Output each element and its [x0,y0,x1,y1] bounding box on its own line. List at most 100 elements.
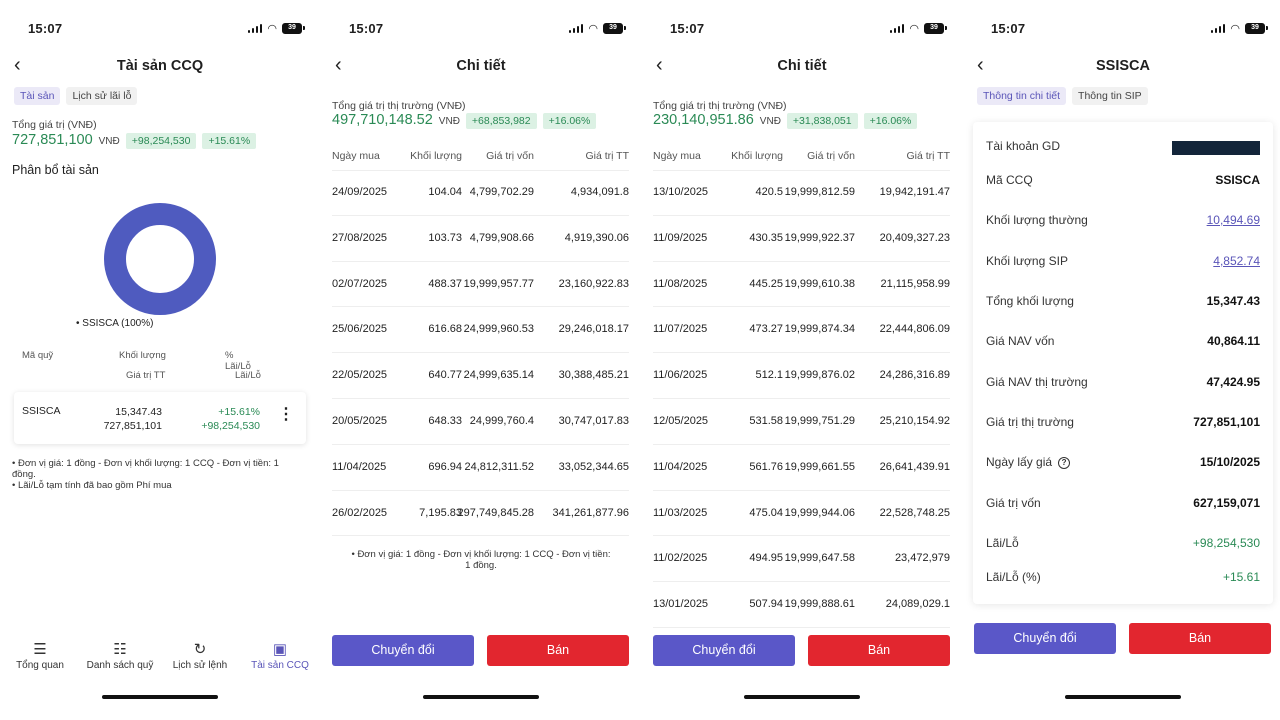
col-market-value: Giá trị TT [585,150,629,162]
holding-code: SSISCA [22,405,61,417]
info-label: Tổng khối lượng [986,294,1074,308]
action-buttons: Chuyển đổi Bán [974,623,1271,654]
gain-pct-badge: +16.06% [863,113,918,129]
convert-button[interactable]: Chuyển đổi [653,635,795,666]
cell-cost: 19,999,661.55 [784,460,855,473]
col-cost-value: Giá trị vốn [486,150,534,162]
home-indicator [423,695,539,699]
total-label: Tổng giá trị thị trường (VNĐ) [332,100,466,112]
info-row: Ngày lấy giá? 15/10/2025 [986,455,1260,471]
convert-button[interactable]: Chuyển đổi [974,623,1116,654]
page-title: Chi tiết [456,58,506,74]
tab-assets[interactable]: Tài sản [14,87,61,105]
cell-date: 13/01/2025 [653,598,709,611]
nav-fund-assets[interactable]: ▣ Tài sản CCQ [240,640,320,680]
sell-button[interactable]: Bán [1129,623,1271,654]
col-volume: Khối lượng [410,150,462,162]
cell-volume: 473.27 [749,323,783,336]
back-chevron-icon[interactable]: ‹ [335,54,342,76]
nav-fund-list[interactable]: ☷ Danh sách quỹ [80,640,160,680]
total-value: 727,851,100 [12,132,93,148]
back-chevron-icon[interactable]: ‹ [656,54,663,76]
cell-cost: 19,999,751.29 [784,414,855,427]
cell-volume: 640.77 [428,369,462,382]
cell-date: 11/09/2025 [653,231,708,244]
sip-volume-link[interactable]: 4,852.74 [1213,254,1260,268]
info-value: 627,159,071 [1193,496,1260,510]
info-tabs: Thông tin chi tiết Thông tin SIP [977,87,1148,105]
cell-cost: 19,999,944.06 [784,506,855,519]
col-volume: Khối lượng [731,150,783,162]
cell-volume: 512.1 [755,369,783,382]
tab-details[interactable]: Thông tin chi tiết [977,87,1067,105]
lots-table: 24/09/2025 104.04 4,799,702.29 4,934,091.8 2… [332,170,629,537]
nav-overview-label: Tổng quan [16,660,64,671]
cell-market: 23,160,922.83 [558,277,629,290]
info-value-gain: +98,254,530 [1192,536,1260,550]
sell-button[interactable]: Bán [487,635,629,666]
info-value-gain-pct: +15.61 [1222,570,1260,584]
convert-button[interactable]: Chuyển đổi [332,635,474,666]
cell-volume: 507.94 [749,598,783,611]
cell-cost: 297,749,845.28 [457,506,534,519]
table-row: 12/05/2025 531.58 19,999,751.29 25,210,154.… [653,399,950,445]
table-row: 02/07/2025 488.37 19,999,957.77 23,160,922.… [332,262,629,308]
info-label: Khối lượng thường [986,213,1088,227]
cell-date: 11/07/2025 [653,323,708,336]
nav-fund-list-label: Danh sách quỹ [86,660,154,671]
page-title: Chi tiết [777,58,827,74]
cell-date: 11/02/2025 [653,552,708,565]
info-label: Lãi/Lỗ [986,536,1019,550]
cell-market: 21,115,958.99 [880,277,950,290]
nav-order-history[interactable]: ↻ Lịch sử lệnh [160,640,240,680]
back-chevron-icon[interactable]: ‹ [14,54,21,76]
info-label: Khối lượng SIP [986,254,1068,268]
tab-pnl-history[interactable]: Lịch sử lãi lỗ [66,87,138,105]
holding-card[interactable]: SSISCA 15,347.43 727,851,101 +15.61% +98… [14,392,306,444]
info-row: Giá trị thị trường 727,851,101 [986,415,1260,431]
table-row: 13/10/2025 420.5 19,999,812.59 19,942,191.4… [653,170,950,216]
signal-icon [568,23,584,33]
info-row-account: Tài khoản GD [986,139,1260,155]
cell-cost: 19,999,812.59 [784,186,855,198]
nav-bar: ‹ Chi tiết [642,55,962,77]
donut-legend: • SSISCA (100%) [76,318,154,329]
cell-market: 33,052,344.65 [558,460,629,473]
wifi-icon: ◠ [588,22,598,35]
back-chevron-icon[interactable]: ‹ [977,54,984,76]
status-indicators: ◠ 39 [1210,22,1268,35]
info-label: Giá NAV thị trường [986,375,1088,389]
cell-volume: 648.33 [428,414,462,427]
wifi-icon: ◠ [267,22,277,35]
col-cost-value: Giá trị vốn [807,150,855,162]
table-row: 24/09/2025 104.04 4,799,702.29 4,934,091.8 [332,170,629,216]
fund-info-card: Tài khoản GD Mã CCQ SSISCA Khối lượng th… [973,122,1273,604]
holding-volume: 15,347.43 [115,406,162,418]
wifi-icon: ◠ [909,22,919,35]
header-volume: Khối lượng [119,350,166,361]
nav-bar: ‹ Chi tiết [321,55,641,77]
cell-volume: 696.94 [428,460,462,473]
cell-market: 24,089,029.1 [885,598,950,611]
col-market-value: Giá trị TT [906,150,950,162]
table-row: 22/05/2025 640.77 24,999,635.14 30,388,485.… [332,353,629,399]
regular-volume-link[interactable]: 10,494.69 [1206,213,1260,227]
cell-volume: 488.37 [428,277,462,290]
status-time: 15:07 [670,20,705,36]
cell-cost: 19,999,874.34 [784,323,855,336]
cell-volume: 445.25 [749,277,783,290]
help-icon[interactable]: ? [1058,457,1071,469]
info-label: Giá trị vốn [986,496,1041,510]
info-value: 15/10/2025 [1199,455,1260,469]
cell-cost: 24,999,635.14 [463,369,534,382]
cell-volume: 104.04 [428,186,462,198]
table-row: 20/05/2025 648.33 24,999,760.4 30,747,017.8… [332,399,629,445]
tab-sip-info[interactable]: Thông tin SIP [1072,87,1148,105]
nav-overview[interactable]: ☰ Tổng quan [0,640,80,680]
total-unit: VNĐ [438,116,460,127]
sell-button[interactable]: Bán [808,635,950,666]
header-value: Giá trị TT [126,370,166,381]
cell-date: 27/08/2025 [332,231,388,244]
action-buttons: Chuyển đổi Bán [332,635,629,666]
more-options-icon[interactable]: ⋮ [278,406,294,423]
